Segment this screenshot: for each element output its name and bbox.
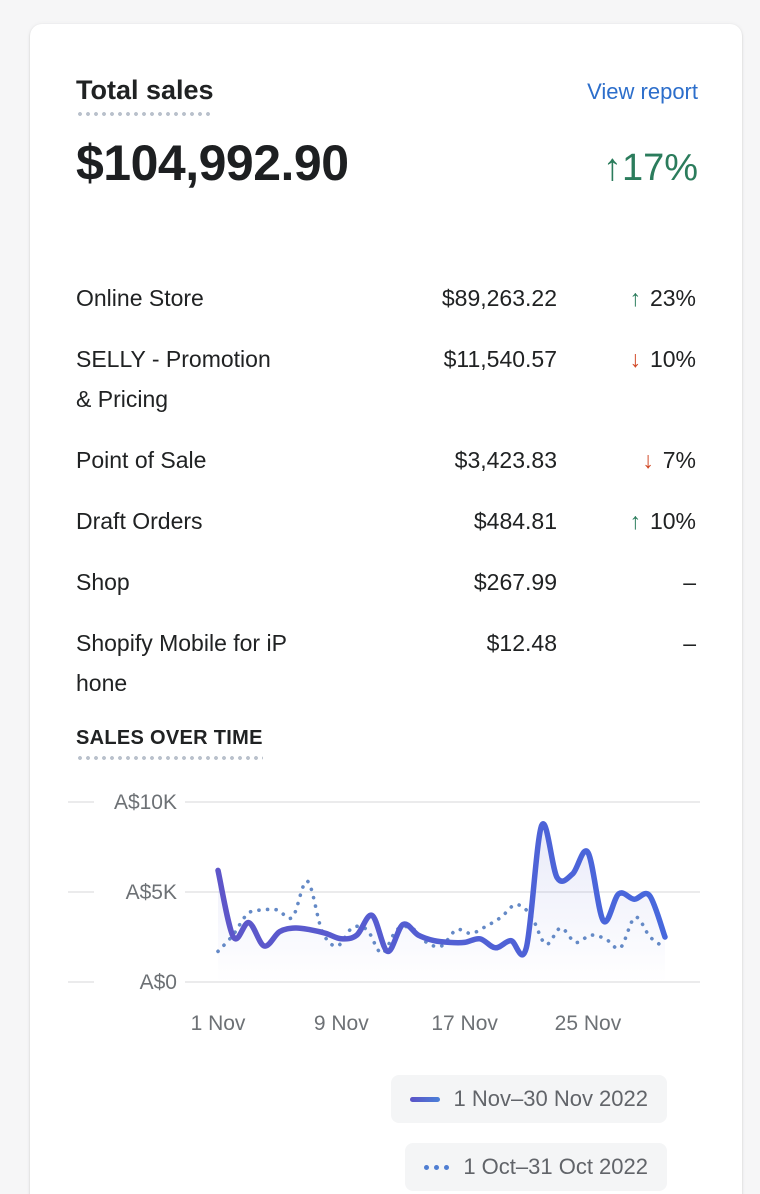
area-fill xyxy=(218,823,665,982)
oct-series-line xyxy=(216,879,667,956)
legend-label: 1 Nov–30 Nov 2022 xyxy=(453,1086,648,1111)
channel-row-shopify-mobile: Shopify Mobile for iP hone $12.48 – xyxy=(76,623,696,703)
channel-label: Online Store xyxy=(76,285,204,311)
total-sales-value: $104,992.90 xyxy=(76,135,349,191)
legend-item-november: 1 Nov–30 Nov 2022 xyxy=(390,1075,667,1123)
total-amount-row: $104,992.90 ↑17% xyxy=(76,134,698,197)
sales-chart[interactable]: A$10K A$5K A$0 1 Nov 9 Nov 17 Nov 25 Nov xyxy=(30,778,742,1058)
sales-breakdown-list: Online Store $89,263.22 ↑ 23% SELLY - Pro… xyxy=(76,278,696,724)
svg-text:A$5K: A$5K xyxy=(126,881,177,904)
channel-delta: – xyxy=(683,569,696,595)
channel-value: $11,540.57 xyxy=(443,346,557,372)
trend-arrow-icon: ↑ xyxy=(629,285,641,311)
svg-text:A$0: A$0 xyxy=(140,971,177,994)
channel-row-shop: Shop $267.99 – xyxy=(76,562,696,602)
channel-delta: ↓ 10% xyxy=(557,339,696,379)
channel-value: $12.48 xyxy=(486,630,557,656)
solid-line-swatch-icon xyxy=(409,1096,440,1102)
channel-value: $3,423.83 xyxy=(454,447,557,473)
channel-row-selly: SELLY - Promotion & Pricing $11,540.57 ↓… xyxy=(76,339,696,419)
view-report-link[interactable]: View report xyxy=(587,79,698,104)
channel-value: $89,263.22 xyxy=(441,285,557,311)
total-sales-card: Total sales View report $104,992.90 ↑17%… xyxy=(30,24,742,1194)
card-title[interactable]: Total sales xyxy=(76,74,214,116)
chart-legend: 1 Nov–30 Nov 2022 1 Oct–31 Oct 2022 xyxy=(390,1075,667,1191)
channel-delta: ↑ 10% xyxy=(557,501,696,541)
sales-over-time-heading[interactable]: SALES OVER TIME xyxy=(76,726,263,760)
channel-row-online-store: Online Store $89,263.22 ↑ 23% xyxy=(76,278,696,318)
trend-up-icon: ↑ xyxy=(602,147,622,189)
channel-label: Shopify Mobile for iP hone xyxy=(76,630,287,696)
channel-label: SELLY - Promotion & Pricing xyxy=(76,346,271,412)
svg-text:A$10K: A$10K xyxy=(114,791,177,814)
total-sales-delta: ↑17% xyxy=(602,147,698,189)
channel-row-pos: Point of Sale $3,423.83 ↓ 7% xyxy=(76,440,696,480)
trend-arrow-icon: ↑ xyxy=(629,508,641,534)
legend-label: 1 Oct–31 Oct 2022 xyxy=(463,1154,648,1179)
legend-item-october: 1 Oct–31 Oct 2022 xyxy=(405,1143,667,1191)
trend-arrow-icon: ↓ xyxy=(642,447,654,473)
channel-value: $267.99 xyxy=(473,569,557,595)
svg-text:9 Nov: 9 Nov xyxy=(314,1012,369,1035)
channel-label: Shop xyxy=(76,569,130,595)
channel-label: Point of Sale xyxy=(76,447,207,473)
svg-text:17 Nov: 17 Nov xyxy=(431,1012,498,1035)
nov-series-line xyxy=(215,821,668,958)
channel-delta: – xyxy=(683,630,696,656)
channel-label: Draft Orders xyxy=(76,508,203,534)
card-header: Total sales View report xyxy=(76,74,698,116)
channel-row-draft-orders: Draft Orders $484.81 ↑ 10% xyxy=(76,501,696,541)
channel-delta: ↓ 7% xyxy=(557,440,696,480)
dotted-line-swatch-icon xyxy=(424,1164,450,1170)
svg-text:25 Nov: 25 Nov xyxy=(555,1012,622,1035)
channel-delta: ↑ 23% xyxy=(557,278,696,318)
trend-arrow-icon: ↓ xyxy=(629,346,641,372)
channel-value: $484.81 xyxy=(473,508,557,534)
svg-text:1 Nov: 1 Nov xyxy=(191,1012,246,1035)
chart-x-axis-labels: 1 Nov 9 Nov 17 Nov 25 Nov xyxy=(191,1012,622,1035)
